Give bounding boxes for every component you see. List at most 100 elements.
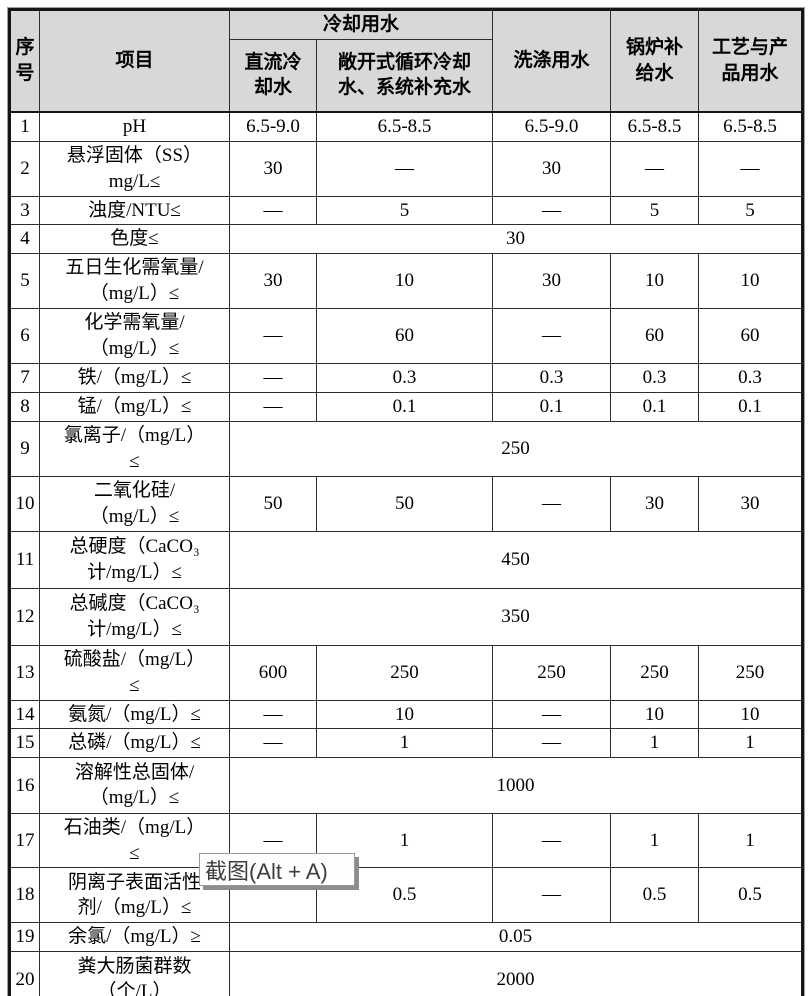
value-cell: 30 (229, 253, 317, 310)
value-cell: 5 (698, 195, 804, 226)
value-cell: 1 (610, 812, 700, 869)
item-cell: 氨氮/（mg/L）≤ (39, 699, 230, 730)
water-quality-standards-table: 序 号 项目 冷却用水 洗涤用水 锅炉补 给水 工艺与产 品用水 直流冷 却水 … (6, 7, 806, 996)
value-cell: 10 (315, 253, 494, 310)
table-row: 10 二氧化硅/ （mg/L）≤ 50 50 — 30 30 (9, 475, 804, 532)
header-item: 项目 (39, 9, 230, 113)
item-cell: 余氯/（mg/L）≥ (39, 922, 230, 952)
value-cell: 10 (610, 699, 700, 730)
table-row: 12 总碱度（CaCO₃ 计/mg/L）≤ 350 (9, 587, 804, 646)
item-cell: 铁/（mg/L）≤ (39, 363, 230, 394)
item-cell: 总磷/（mg/L）≤ (39, 728, 230, 758)
value-cell: 50 (229, 475, 317, 532)
value-cell: 250 (315, 644, 494, 701)
item-cell: 硫酸盐/（mg/L） ≤ (39, 644, 230, 701)
item-cell: 二氧化硅/ （mg/L）≤ (39, 475, 230, 532)
value-cell: 0.3 (698, 363, 804, 394)
item-cell: 总碱度（CaCO₃ 计/mg/L）≤ (39, 587, 230, 646)
table-row: 4 色度≤ 30 (9, 224, 804, 255)
value-cell: 50 (315, 475, 494, 532)
row-number-cell: 3 (9, 195, 40, 226)
value-cell: 6.5-8.5 (315, 111, 494, 142)
header-washing-water: 洗涤用水 (492, 9, 612, 113)
value-cell: 1 (698, 812, 804, 869)
row-number-cell: 4 (9, 224, 40, 255)
row-number-cell: 15 (9, 728, 40, 758)
value-cell: — (229, 699, 317, 730)
value-cell: 60 (315, 308, 494, 365)
item-cell: 锰/（mg/L）≤ (39, 392, 230, 422)
value-cell: 0.5 (610, 867, 700, 924)
table-row: 14 氨氮/（mg/L）≤ — 10 — 10 10 (9, 699, 804, 730)
value-cell: 0.1 (315, 392, 494, 422)
value-cell: — (229, 308, 317, 365)
value-cell: 10 (610, 253, 700, 310)
value-cell: 6.5-9.0 (229, 111, 317, 142)
merged-value-cell: 2000 (228, 950, 804, 996)
value-cell: 6.5-8.5 (610, 111, 700, 142)
table-row: 5 五日生化需氧量/ （mg/L）≤ 30 10 30 10 10 (9, 253, 804, 310)
value-cell: 30 (698, 475, 804, 532)
item-cell: 总硬度（CaCO₃ 计/mg/L）≤ (39, 530, 230, 589)
row-number-cell: 20 (9, 950, 40, 996)
header-row-1: 序 号 项目 冷却用水 洗涤用水 锅炉补 给水 工艺与产 品用水 (9, 9, 804, 113)
value-cell: 0.1 (698, 392, 804, 422)
item-cell: 浊度/NTU≤ (39, 195, 230, 226)
row-number-cell: 8 (9, 392, 40, 422)
value-cell: — (492, 867, 612, 924)
value-cell: — (492, 475, 612, 532)
value-cell: 60 (610, 308, 700, 365)
table-row: 9 氯离子/（mg/L） ≤ 250 (9, 420, 804, 477)
value-cell: 250 (610, 644, 700, 701)
value-cell: — (492, 308, 612, 365)
header-group-cooling-water: 冷却用水 (228, 9, 494, 40)
row-number-cell: 14 (9, 699, 40, 730)
value-cell: 0.3 (492, 363, 612, 394)
value-cell: — (492, 812, 612, 869)
value-cell: 250 (698, 644, 804, 701)
table-row: 13 硫酸盐/（mg/L） ≤ 600 250 250 250 250 (9, 644, 804, 701)
value-cell: 1 (698, 728, 804, 758)
row-number-cell: 1 (9, 111, 40, 142)
value-cell: — (698, 140, 804, 197)
table-row: 16 溶解性总固体/ （mg/L）≤ 1000 (9, 756, 804, 814)
value-cell: — (492, 195, 612, 226)
table-row: 18 阴离子表面活性 剂/（mg/L）≤ 0.5 — 0.5 0.5 (9, 867, 804, 924)
merged-value-cell: 250 (228, 420, 804, 477)
value-cell: 250 (492, 644, 612, 701)
screenshot-tooltip: 截图(Alt + A) (199, 853, 355, 886)
row-number-cell: 17 (9, 812, 40, 869)
table-row: 20 粪大肠菌群数 （个/L） 2000 (9, 950, 804, 996)
value-cell: — (492, 728, 612, 758)
merged-value-cell: 30 (228, 224, 804, 255)
row-number-cell: 10 (9, 475, 40, 532)
value-cell: — (492, 699, 612, 730)
value-cell: 30 (492, 140, 612, 197)
item-cell: 化学需氧量/ （mg/L）≤ (39, 308, 230, 365)
row-number-cell: 12 (9, 587, 40, 646)
value-cell: — (229, 363, 317, 394)
value-cell: 0.3 (315, 363, 494, 394)
value-cell: — (229, 728, 317, 758)
value-cell: 6.5-8.5 (698, 111, 804, 142)
row-number-cell: 2 (9, 140, 40, 197)
value-cell: — (315, 140, 494, 197)
value-cell: 10 (698, 253, 804, 310)
value-cell: 5 (315, 195, 494, 226)
value-cell: 0.1 (610, 392, 700, 422)
table-row: 2 悬浮固体（SS） mg/L≤ 30 — 30 — — (9, 140, 804, 197)
header-once-through-cooling: 直流冷 却水 (229, 38, 317, 113)
merged-value-cell: 1000 (228, 756, 804, 814)
header-row-2: 直流冷 却水 敞开式循环冷却 水、系统补充水 (10, 38, 803, 113)
value-cell: 60 (698, 308, 804, 365)
value-cell: 30 (492, 253, 612, 310)
row-number-cell: 18 (9, 867, 40, 924)
table-row: 3 浊度/NTU≤ — 5 — 5 5 (9, 195, 804, 226)
item-cell: 色度≤ (39, 224, 230, 255)
value-cell: 6.5-9.0 (492, 111, 612, 142)
table-row: 6 化学需氧量/ （mg/L）≤ — 60 — 60 60 (9, 308, 804, 365)
value-cell: 10 (315, 699, 494, 730)
row-number-cell: 5 (9, 253, 40, 310)
header-serial-number: 序 号 (9, 9, 40, 113)
